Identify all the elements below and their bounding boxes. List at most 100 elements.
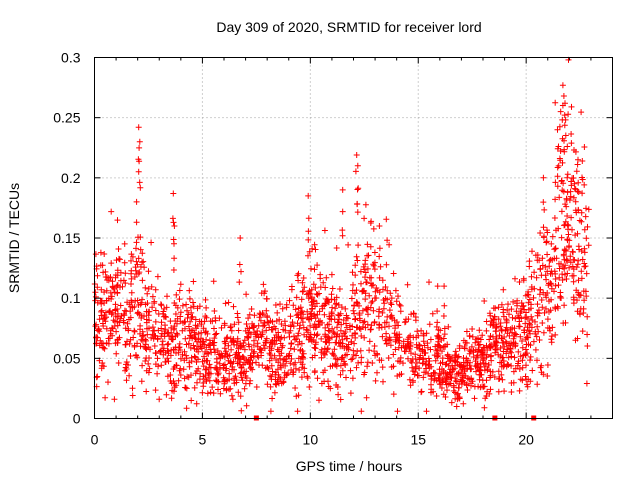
data-point	[106, 308, 113, 315]
data-point	[559, 271, 566, 278]
data-point	[363, 279, 369, 286]
data-point	[292, 336, 298, 343]
data-point	[567, 188, 574, 195]
data-point	[294, 272, 301, 279]
data-point	[405, 316, 412, 323]
data-point	[94, 284, 101, 291]
data-point	[579, 190, 586, 197]
data-point	[575, 207, 582, 214]
data-point	[188, 397, 195, 404]
data-point	[211, 335, 218, 342]
data-point	[358, 280, 364, 287]
data-point	[386, 307, 393, 314]
data-point	[215, 386, 221, 393]
data-point	[552, 196, 559, 203]
data-point	[461, 373, 468, 379]
y-axis-ticks: 0 0.05 0.1 0.15 0.2 0.25 0.3	[53, 50, 613, 427]
data-point	[417, 352, 424, 359]
data-point	[493, 333, 500, 340]
data-point	[498, 371, 505, 378]
data-point	[560, 180, 567, 187]
data-point	[295, 330, 302, 337]
data-point	[431, 377, 438, 384]
data-point	[312, 341, 319, 348]
data-point	[396, 340, 403, 347]
data-point	[440, 391, 447, 398]
data-point	[338, 304, 345, 311]
data-point	[354, 257, 361, 264]
data-point	[171, 255, 178, 262]
data-point	[547, 270, 554, 277]
data-point	[428, 386, 435, 393]
data-point	[546, 325, 553, 332]
data-point	[441, 331, 448, 338]
data-point	[562, 116, 569, 123]
data-point	[371, 295, 378, 302]
data-point	[447, 380, 454, 387]
data-point	[526, 263, 533, 270]
data-point	[561, 222, 568, 229]
data-point	[323, 339, 330, 345]
data-point	[199, 389, 206, 396]
data-point	[505, 342, 512, 349]
data-point	[362, 296, 369, 303]
data-point	[193, 346, 200, 353]
data-point	[142, 345, 149, 351]
data-point	[391, 330, 398, 337]
data-point	[227, 323, 234, 330]
data-point	[213, 355, 220, 362]
data-point	[235, 389, 242, 396]
data-point	[243, 321, 250, 327]
data-point	[225, 299, 232, 306]
data-point	[472, 358, 479, 365]
data-point	[138, 378, 145, 385]
data-point	[581, 181, 588, 188]
y-tick-label: 0.3	[61, 50, 81, 66]
data-point	[560, 252, 567, 259]
data-point	[259, 329, 266, 335]
data-point	[468, 366, 475, 372]
data-point	[292, 385, 299, 391]
data-point	[506, 332, 513, 339]
data-point	[192, 316, 199, 323]
data-point	[487, 386, 494, 393]
data-point	[563, 197, 570, 203]
data-point	[428, 363, 435, 370]
data-point	[438, 385, 445, 391]
data-point	[444, 376, 451, 383]
data-point	[348, 295, 355, 302]
data-point	[581, 144, 588, 150]
data-point	[126, 316, 132, 323]
data-point	[121, 240, 128, 247]
data-point	[466, 347, 473, 353]
data-point	[347, 367, 354, 374]
data-point	[311, 311, 318, 318]
data-point	[390, 270, 397, 277]
data-point	[117, 284, 123, 291]
data-point	[127, 308, 134, 315]
data-point	[187, 344, 194, 351]
data-point	[305, 228, 312, 235]
data-point	[306, 248, 313, 255]
data-point	[435, 374, 442, 381]
data-point	[573, 264, 580, 271]
data-point	[527, 353, 534, 360]
data-point	[551, 246, 558, 253]
data-point	[335, 302, 342, 308]
data-point	[356, 310, 363, 317]
x-tick-label: 0	[91, 432, 99, 448]
data-point	[407, 332, 414, 339]
data-point	[177, 372, 184, 378]
data-point	[408, 350, 414, 357]
data-point	[279, 305, 286, 312]
data-point	[543, 294, 550, 301]
data-point	[444, 387, 450, 394]
data-point	[435, 334, 442, 340]
data-point	[388, 295, 395, 302]
data-point	[306, 316, 313, 323]
data-point	[555, 162, 562, 169]
data-point	[274, 309, 281, 316]
data-point	[448, 399, 455, 406]
data-point	[475, 335, 481, 342]
data-point	[549, 233, 556, 240]
